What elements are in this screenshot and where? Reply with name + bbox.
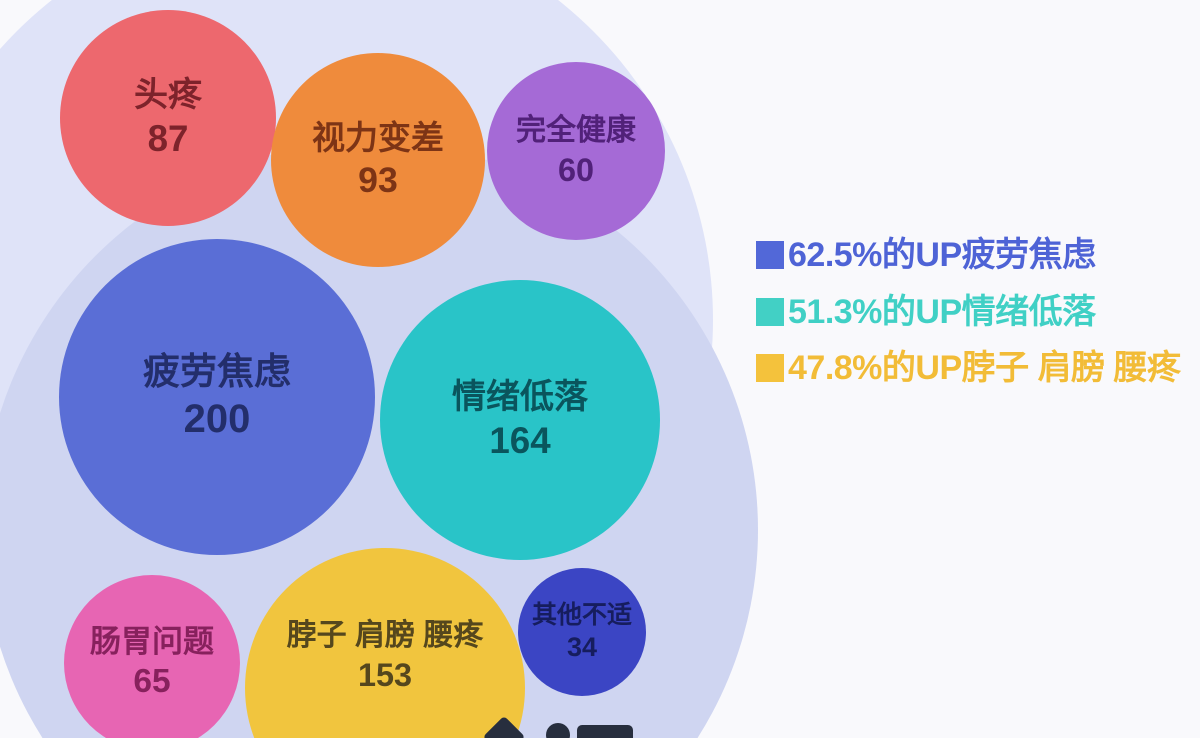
bubble-label: 头疼 (134, 75, 202, 114)
bubble-text-group: 视力变差 93 (312, 117, 444, 203)
bubble-stomach-issues: 肠胃问题 65 (64, 575, 240, 738)
watermark-bar-shape (577, 725, 633, 738)
legend-swatch-icon (756, 297, 784, 326)
bubble-text-group: 情绪低落 164 (452, 376, 588, 464)
bubble-fully-healthy: 完全健康 60 (487, 62, 665, 240)
bubble-label: 其他不适 (531, 600, 632, 629)
bubble-other-discomfort: 其他不适 34 (518, 568, 646, 696)
bubble-label: 疲劳焦虑 (143, 350, 291, 392)
legend-label: 47.8%的UP脖子 肩膀 腰疼 (788, 349, 1181, 387)
bubble-value: 34 (566, 631, 598, 662)
legend-item-low-mood: 51.3%的UP情绪低落 (756, 291, 1181, 334)
bubble-vision-decline: 视力变差 93 (271, 53, 485, 267)
bubble-text-group: 其他不适 34 (532, 600, 632, 665)
watermark-dot-shape (546, 723, 570, 738)
legend-item-neck-shoulder-back-pain: 47.8%的UP脖子 肩膀 腰疼 (756, 347, 1181, 390)
bubble-text-group: 疲劳焦虑 200 (143, 349, 291, 445)
bubble-fatigue-anxiety: 疲劳焦虑 200 (59, 239, 375, 555)
bubble-value: 87 (147, 118, 189, 160)
bubble-label: 视力变差 (312, 119, 444, 157)
legend-swatch-icon (756, 354, 784, 383)
legend-label: 51.3%的UP情绪低落 (788, 292, 1096, 331)
bubble-headache: 头疼 87 (60, 10, 276, 226)
bubble-text-group: 脖子 肩膀 腰疼 153 (287, 617, 484, 695)
legend: 62.5%的UP疲劳焦虑 51.3%的UP情绪低落 47.8%的UP脖子 肩膀 … (756, 234, 1181, 390)
bubble-low-mood: 情绪低落 164 (380, 280, 660, 560)
bubble-label: 完全健康 (516, 114, 636, 147)
bubble-value: 153 (357, 656, 413, 693)
bubble-text-group: 肠胃问题 65 (90, 623, 214, 704)
bubble-value: 65 (133, 663, 171, 701)
bubble-value: 60 (557, 151, 595, 188)
bubble-value: 164 (489, 420, 551, 462)
bubble-text-group: 头疼 87 (134, 74, 202, 162)
bubble-label: 脖子 肩膀 腰疼 (286, 619, 484, 652)
bubble-text-group: 完全健康 60 (516, 112, 636, 190)
legend-item-fatigue-anxiety: 62.5%的UP疲劳焦虑 (756, 234, 1181, 277)
legend-swatch-icon (756, 241, 784, 270)
bubble-value: 93 (358, 160, 398, 201)
bubble-label: 情绪低落 (452, 377, 588, 416)
legend-label: 62.5%的UP疲劳焦虑 (788, 236, 1096, 274)
bubble-value: 200 (183, 397, 251, 442)
bubble-label: 肠胃问题 (90, 623, 214, 659)
